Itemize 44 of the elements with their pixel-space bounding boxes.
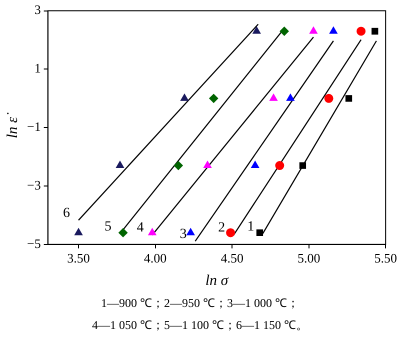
- point: [204, 161, 212, 168]
- point: [256, 229, 264, 236]
- y-tick-label: −1: [26, 119, 41, 134]
- point: [275, 161, 284, 170]
- text: 1—900 ℃；2—950 ℃；3—1 000 ℃；: [100, 295, 300, 312]
- point: [299, 162, 306, 169]
- point: [174, 161, 183, 170]
- point: [252, 26, 261, 34]
- point: [329, 26, 338, 34]
- text: 4—1 050 ℃；5—1 100 ℃；6—1 150 ℃。: [91, 317, 309, 334]
- y-tick-label: −3: [26, 177, 41, 192]
- x-tick-label: 4.00: [144, 250, 167, 266]
- point: [356, 26, 366, 36]
- point: [286, 94, 294, 101]
- x-tick-label: 4.50: [220, 250, 244, 266]
- series-label: 1: [247, 219, 254, 234]
- y-tick-label: 1: [34, 60, 41, 76]
- point: [116, 161, 124, 168]
- series-label: 5: [104, 219, 112, 234]
- point: [280, 26, 289, 36]
- series-label: 6: [63, 206, 70, 221]
- point: [309, 26, 318, 34]
- series-label: 2: [218, 220, 226, 236]
- point: [226, 228, 236, 238]
- y-tick-label: 3: [34, 2, 41, 18]
- point: [180, 94, 188, 101]
- point: [209, 94, 218, 103]
- series-label: 4: [136, 220, 144, 236]
- point: [345, 95, 352, 102]
- x-tick-label: 3.50: [67, 250, 90, 266]
- x-tick-label: 5.00: [297, 250, 320, 266]
- series-label: 3: [180, 226, 187, 242]
- point: [74, 228, 83, 236]
- point: [270, 94, 278, 101]
- point: [118, 228, 128, 238]
- x-tick-label: 5.50: [374, 250, 397, 266]
- point: [251, 161, 260, 168]
- y-tick-label: −5: [26, 236, 41, 251]
- point: [148, 228, 156, 236]
- x-axis-title: ln σ: [205, 272, 229, 289]
- point: [186, 228, 195, 236]
- point: [372, 28, 378, 35]
- y-axis-title: ln ε̇: [4, 112, 21, 138]
- point: [324, 94, 334, 103]
